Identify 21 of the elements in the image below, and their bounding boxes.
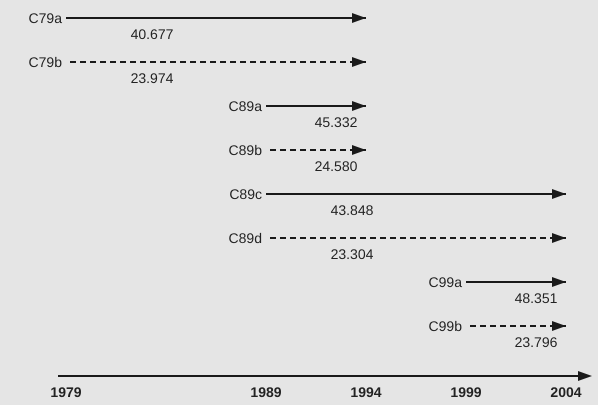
annotation: 23.796 (514, 334, 558, 350)
y-tick-label: C79a (28, 10, 62, 26)
y-tick-label: C99a (428, 274, 462, 290)
annotation: 23.974 (130, 70, 174, 86)
y-tick-label: C99b (428, 318, 462, 334)
annotation: 40.677 (130, 26, 174, 42)
annotation: 43.848 (330, 202, 374, 218)
x-tick-label: 1999 (450, 384, 482, 400)
y-tick-label: C89c (229, 186, 262, 202)
y-tick-label: C79b (28, 54, 62, 70)
x-tick-label: 2004 (550, 384, 582, 400)
annotation: 23.304 (330, 246, 374, 262)
x-tick-label: 1979 (50, 384, 82, 400)
annotation: 24.580 (314, 158, 358, 174)
annotation: 45.332 (314, 114, 358, 130)
y-tick-label: C89d (228, 230, 262, 246)
x-tick-label: 1989 (250, 384, 282, 400)
y-tick-label: C89a (228, 98, 262, 114)
x-tick-label: 1994 (350, 384, 382, 400)
annotation: 48.351 (514, 290, 558, 306)
y-tick-label: C89b (228, 142, 262, 158)
